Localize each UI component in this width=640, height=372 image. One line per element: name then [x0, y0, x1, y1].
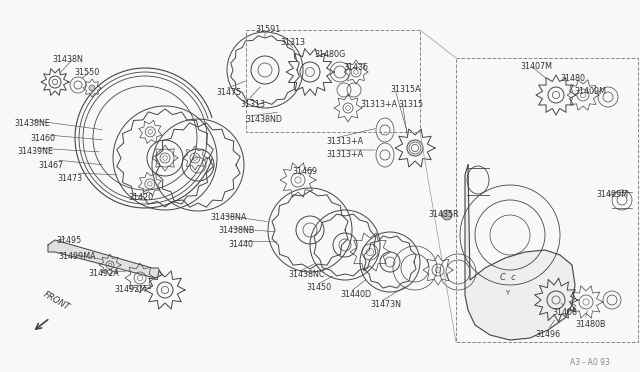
Text: 31591: 31591	[255, 25, 280, 34]
Text: 31315A: 31315A	[390, 85, 420, 94]
Text: 31469: 31469	[292, 167, 317, 176]
Text: 31473: 31473	[57, 174, 82, 183]
Text: 31550: 31550	[74, 68, 99, 77]
Text: 31499M: 31499M	[596, 190, 628, 199]
Circle shape	[442, 210, 452, 220]
Text: 31492A: 31492A	[88, 269, 119, 278]
Text: 31407M: 31407M	[520, 62, 552, 71]
Text: 31420: 31420	[128, 193, 153, 202]
Text: 31496: 31496	[535, 330, 560, 339]
Text: 31313+A: 31313+A	[326, 150, 363, 159]
Text: 31439NE: 31439NE	[17, 147, 53, 156]
Text: 31436: 31436	[343, 63, 368, 72]
Text: 31499MA: 31499MA	[58, 252, 95, 261]
Text: 31492M: 31492M	[114, 285, 146, 294]
Polygon shape	[465, 165, 575, 340]
Text: 31460: 31460	[30, 134, 55, 143]
Text: 31438NA: 31438NA	[210, 213, 246, 222]
Text: FRONT: FRONT	[42, 290, 72, 312]
Text: 31438NC: 31438NC	[288, 270, 324, 279]
Polygon shape	[48, 240, 162, 278]
Text: 31480B: 31480B	[575, 320, 605, 329]
Text: 31440D: 31440D	[340, 290, 371, 299]
Text: 31440: 31440	[228, 240, 253, 249]
Text: 31313+A: 31313+A	[326, 137, 363, 146]
Text: 31475: 31475	[216, 88, 241, 97]
Text: 31473N: 31473N	[370, 300, 401, 309]
Text: C  c: C c	[500, 273, 516, 282]
Text: A3 - A0 93: A3 - A0 93	[570, 358, 610, 367]
Text: 31408: 31408	[552, 308, 577, 317]
Text: 31409M: 31409M	[574, 87, 606, 96]
Text: 31480: 31480	[560, 74, 585, 83]
Text: 31313: 31313	[240, 100, 265, 109]
Text: 31438NE: 31438NE	[14, 119, 50, 128]
Text: 31438ND: 31438ND	[245, 115, 282, 124]
Text: 31313: 31313	[280, 38, 305, 47]
Text: Y: Y	[505, 290, 509, 296]
Text: 31480G: 31480G	[314, 50, 345, 59]
Text: 31313+A: 31313+A	[360, 100, 397, 109]
Text: 31438N: 31438N	[52, 55, 83, 64]
Text: 31450: 31450	[306, 283, 331, 292]
Text: 31435R: 31435R	[428, 210, 459, 219]
Text: 31495: 31495	[56, 236, 81, 245]
Text: 31315: 31315	[398, 100, 423, 109]
Text: 31438NB: 31438NB	[218, 226, 254, 235]
Text: 31467: 31467	[38, 161, 63, 170]
